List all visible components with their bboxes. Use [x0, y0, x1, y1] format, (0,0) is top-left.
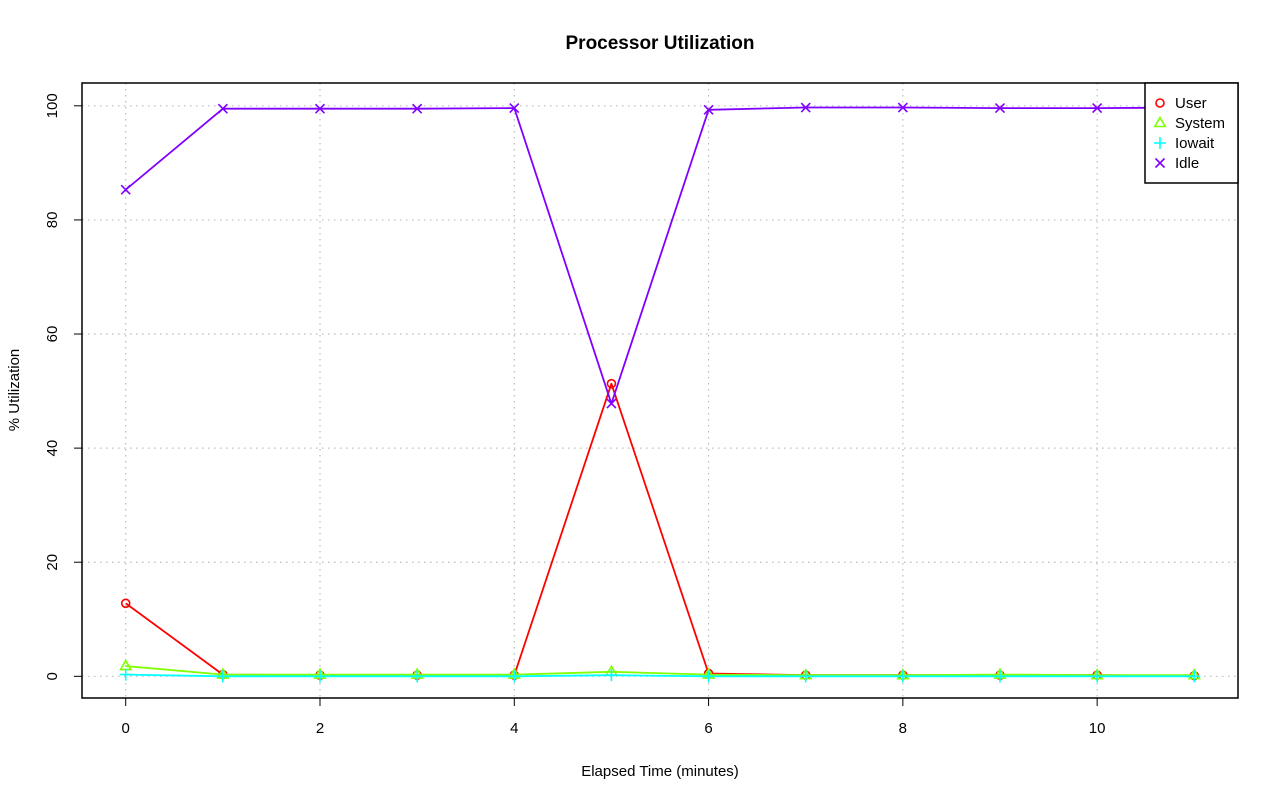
legend-label-iowait: Iowait	[1175, 135, 1215, 152]
x-tick-label: 2	[316, 720, 324, 737]
data-point-iowait	[216, 670, 229, 683]
y-tick-label: 60	[44, 326, 61, 343]
data-point-idle	[120, 184, 131, 195]
y-tick-label: 80	[44, 212, 61, 229]
data-point-iowait	[1188, 670, 1201, 683]
data-point-iowait	[994, 670, 1006, 683]
legend-label-idle: Idle	[1175, 155, 1199, 172]
plot-frame	[81, 82, 1239, 699]
legend-marker-idle	[1154, 157, 1166, 169]
series-line-iowait	[125, 673, 1195, 678]
series-line-idle	[125, 106, 1195, 405]
legend-marker-user	[1155, 98, 1165, 108]
series-line-system	[125, 665, 1195, 677]
legend: User System Iowait Idle	[1144, 82, 1239, 184]
x-tick-label: 8	[899, 720, 907, 737]
data-point-iowait	[119, 668, 132, 681]
data-point-idle	[217, 103, 228, 114]
y-tick-label: 100	[44, 93, 61, 118]
data-point-iowait	[508, 670, 521, 683]
x-axis-label: Elapsed Time (minutes)	[581, 763, 739, 780]
series-line-user	[125, 382, 1195, 677]
data-point-idle	[897, 102, 908, 113]
series-group	[119, 102, 1201, 683]
data-point-iowait	[896, 670, 909, 683]
x-tick-label: 4	[510, 720, 518, 737]
legend-marker-system	[1153, 115, 1167, 128]
data-point-iowait	[605, 669, 618, 682]
y-tick-label: 40	[44, 440, 61, 457]
series-idle	[120, 102, 1200, 409]
data-point-idle	[314, 103, 326, 114]
grid	[82, 83, 1238, 698]
data-point-idle	[800, 102, 811, 113]
data-point-idle	[1092, 103, 1103, 114]
y-tick-label: 0	[44, 672, 61, 680]
data-point-iowait	[1091, 670, 1104, 683]
chart-title: Processor Utilization	[566, 33, 755, 54]
legend-label-user: User	[1175, 95, 1207, 112]
data-point-user	[120, 598, 131, 609]
data-point-iowait	[702, 670, 715, 683]
data-point-idle	[994, 103, 1006, 114]
x-tick-label: 6	[704, 720, 712, 737]
x-tick-label: 10	[1089, 720, 1106, 737]
data-point-user	[606, 378, 617, 389]
y-tick-label: 20	[44, 554, 61, 571]
data-point-iowait	[799, 670, 812, 683]
data-point-iowait	[411, 670, 424, 683]
data-point-idle	[412, 103, 423, 114]
data-point-idle	[509, 103, 520, 114]
x-tick-label: 0	[122, 720, 130, 737]
legend-label-system: System	[1175, 115, 1225, 132]
legend-marker-iowait	[1154, 137, 1166, 149]
series-iowait	[119, 668, 1201, 683]
data-point-iowait	[314, 670, 326, 683]
data-point-idle	[606, 398, 617, 409]
series-user	[120, 378, 1200, 681]
data-point-idle	[703, 104, 714, 115]
series-system	[119, 658, 1201, 680]
y-axis-label: % Utilization	[6, 349, 23, 432]
